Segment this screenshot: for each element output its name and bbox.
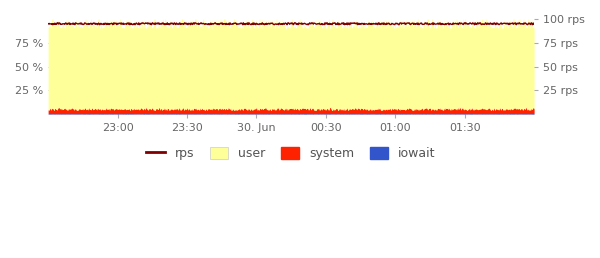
Legend: rps, user, system, iowait: rps, user, system, iowait bbox=[146, 147, 436, 160]
